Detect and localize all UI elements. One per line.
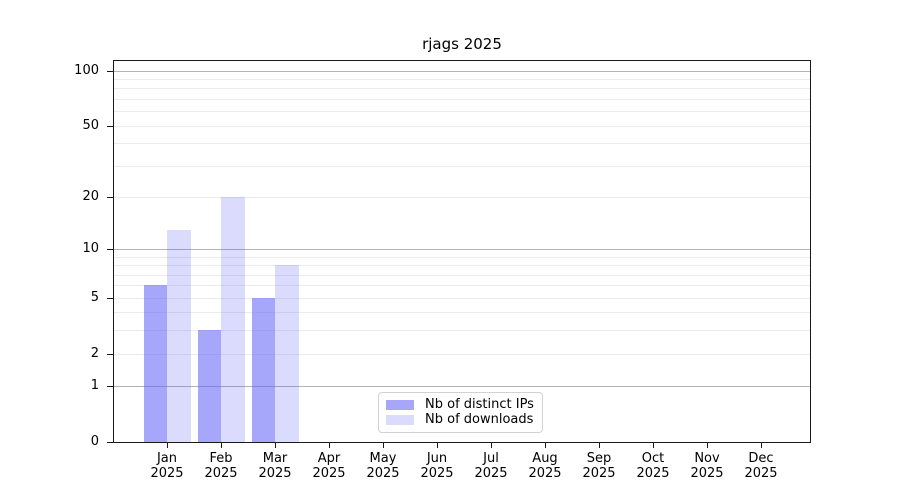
- x-tick-year: 2025: [690, 466, 724, 481]
- x-tick-year: 2025: [150, 466, 184, 481]
- chart-title: rjags 2025: [422, 35, 502, 53]
- x-axis-tick-mark: [761, 443, 762, 448]
- x-axis-tick-mark: [437, 443, 438, 448]
- gridline-minor: [114, 256, 810, 258]
- x-tick-year: 2025: [420, 466, 454, 481]
- x-axis-tick-mark: [599, 443, 600, 448]
- x-tick-year: 2025: [474, 466, 508, 481]
- bar-distinct-ips: [143, 285, 167, 442]
- x-tick-month: May: [369, 451, 397, 466]
- y-axis-tick-label: 5: [90, 289, 99, 305]
- y-axis-tick-label: 2: [90, 345, 99, 361]
- x-tick-year: 2025: [366, 466, 400, 481]
- bar-downloads: [221, 196, 245, 442]
- y-axis-tick-label: 1: [90, 378, 99, 394]
- x-axis-tick-label: Nov 2025: [680, 451, 734, 481]
- x-tick-month: Nov: [694, 451, 720, 466]
- x-axis-tick-label: Apr 2025: [302, 451, 356, 481]
- gridline-minor: [114, 265, 810, 267]
- y-axis-tick-mark: [107, 125, 113, 127]
- y-axis-tick-label: 50: [82, 117, 99, 133]
- x-axis-tick-label: Jun 2025: [410, 451, 464, 481]
- gridline-minor: [114, 143, 810, 145]
- x-tick-year: 2025: [582, 466, 616, 481]
- x-axis-tick-mark: [383, 443, 384, 448]
- x-tick-month: Dec: [748, 451, 774, 466]
- gridline-major: [114, 386, 810, 388]
- bar-downloads: [167, 229, 191, 442]
- y-axis-tick-mark: [107, 442, 113, 443]
- x-axis-tick-label: Oct 2025: [626, 451, 680, 481]
- y-axis-tick-mark: [107, 386, 113, 388]
- x-tick-year: 2025: [312, 466, 346, 481]
- gridline-minor: [114, 88, 810, 90]
- x-axis-tick-mark: [275, 443, 276, 448]
- y-axis-tick-mark: [107, 353, 113, 355]
- bar-distinct-ips: [197, 330, 221, 442]
- x-axis-tick-mark: [545, 443, 546, 448]
- y-axis-tick-label: 100: [74, 62, 99, 78]
- gridline-minor: [114, 125, 810, 127]
- x-axis-tick-mark: [707, 443, 708, 448]
- legend-entry-downloads: Nb of downloads: [386, 413, 535, 427]
- gridline-minor: [114, 111, 810, 113]
- bar-downloads: [275, 265, 299, 442]
- x-axis-tick-label: Aug 2025: [518, 451, 572, 481]
- x-tick-month: Jun: [426, 451, 448, 466]
- plot-area: [113, 60, 811, 443]
- x-axis-tick-mark: [329, 443, 330, 448]
- x-tick-year: 2025: [258, 466, 292, 481]
- x-axis-tick-label: Mar 2025: [248, 451, 302, 481]
- y-axis-tick-mark: [107, 196, 113, 198]
- x-axis-tick-label: Sep 2025: [572, 451, 626, 481]
- gridline-minor: [114, 312, 810, 314]
- gridline-minor: [114, 78, 810, 80]
- legend-label-downloads: Nb of downloads: [425, 412, 534, 427]
- x-tick-month: Jan: [156, 451, 178, 466]
- legend-entry-distinct-ips: Nb of distinct IPs: [386, 398, 535, 412]
- x-tick-month: Aug: [532, 451, 558, 466]
- gridline-minor: [114, 196, 810, 198]
- x-tick-year: 2025: [204, 466, 238, 481]
- x-tick-year: 2025: [636, 466, 670, 481]
- x-tick-month: Oct: [641, 451, 665, 466]
- y-axis-tick-label: 0: [90, 434, 99, 449]
- gridline-minor: [114, 165, 810, 167]
- x-axis-tick-label: Jul 2025: [464, 451, 518, 481]
- legend-label-distinct-ips: Nb of distinct IPs: [425, 397, 534, 412]
- x-axis-tick-mark: [653, 443, 654, 448]
- x-tick-month: Apr: [317, 451, 341, 466]
- y-axis-tick-mark: [107, 249, 113, 250]
- x-axis-tick-label: May 2025: [356, 451, 410, 481]
- y-axis-tick-label: 20: [82, 188, 99, 204]
- x-tick-month: Jul: [483, 451, 499, 466]
- gridline-minor: [114, 285, 810, 287]
- gridline-minor: [114, 274, 810, 276]
- bar-distinct-ips: [251, 297, 275, 442]
- gridline-minor: [114, 353, 810, 355]
- x-tick-month: Mar: [262, 451, 288, 466]
- legend-swatch-distinct-ips: [386, 400, 414, 410]
- x-tick-year: 2025: [528, 466, 562, 481]
- gridline-minor: [114, 330, 810, 332]
- legend: Nb of distinct IPs Nb of downloads: [378, 392, 543, 433]
- legend-swatch-downloads: [386, 415, 414, 425]
- y-axis-tick-mark: [107, 297, 113, 299]
- x-axis-tick-mark: [491, 443, 492, 448]
- x-axis-tick-mark: [221, 443, 222, 448]
- x-axis-tick-label: Dec 2025: [734, 451, 788, 481]
- x-axis-tick-mark: [167, 443, 168, 448]
- x-tick-year: 2025: [744, 466, 778, 481]
- x-axis-tick-label: Jan 2025: [140, 451, 194, 481]
- gridline-minor: [114, 297, 810, 299]
- y-axis-tick-mark: [107, 70, 113, 72]
- gridline-major: [114, 249, 810, 250]
- x-tick-month: Feb: [209, 451, 233, 466]
- x-axis-tick-label: Feb 2025: [194, 451, 248, 481]
- x-tick-month: Sep: [586, 451, 612, 466]
- gridline-major: [114, 70, 810, 72]
- y-axis-tick-label: 10: [82, 241, 99, 256]
- gridline-minor: [114, 98, 810, 100]
